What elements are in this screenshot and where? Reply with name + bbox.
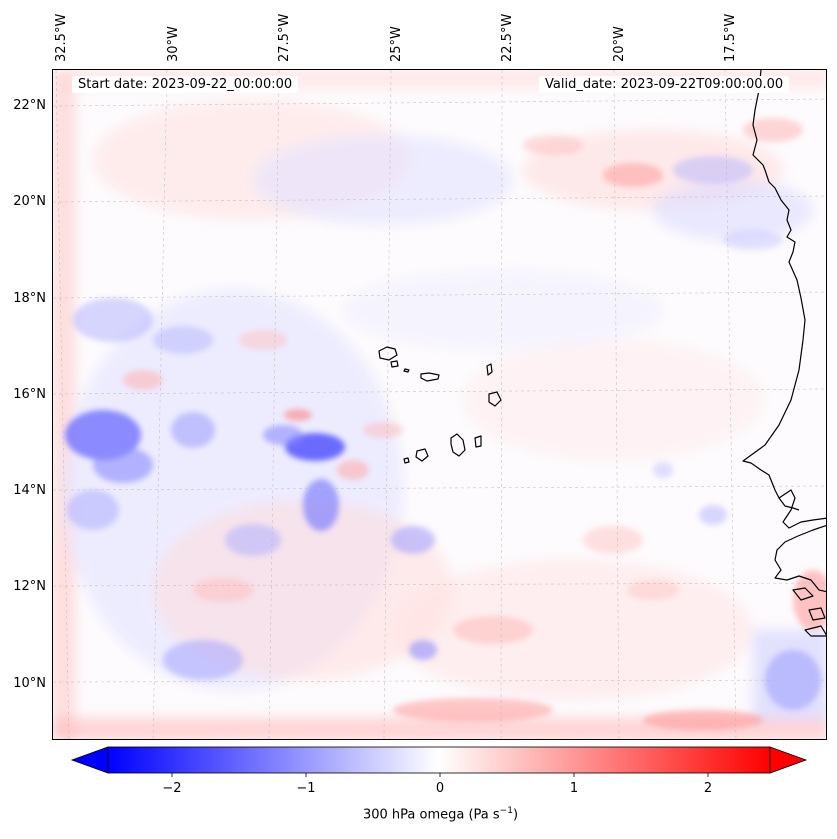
field-core-pos-1	[284, 409, 312, 421]
lat-label-12n: 12°N	[13, 579, 46, 594]
colorbar-tick-label-2: 2	[703, 781, 713, 796]
colorbar-tick-label-1: 1	[569, 781, 579, 796]
field-region-center-pos	[463, 340, 763, 460]
omega-field-details	[65, 118, 826, 730]
coastline-guinea-bissau	[774, 525, 826, 593]
graticule-10n	[53, 679, 826, 683]
colorbar-extend-max	[769, 746, 808, 774]
map-canvas	[53, 70, 826, 739]
colorbar-label-text: 300 hPa omega (Pa s	[362, 807, 500, 823]
lon-label-22-5w: 22.5°W	[500, 13, 515, 62]
field-core-neg-12	[67, 490, 119, 530]
field-core-neg-5	[303, 479, 339, 531]
graticule-17-5w	[724, 70, 737, 739]
field-core-pos-13	[239, 330, 287, 350]
island-sal	[486, 363, 493, 376]
field-core-pos-5	[453, 616, 533, 644]
island-boa-vista	[488, 391, 502, 407]
field-core-pos-4	[363, 422, 403, 438]
island-sao-vicente	[390, 360, 399, 368]
graticule-27-5w	[268, 70, 280, 739]
field-core-neg-14	[699, 505, 727, 525]
colorbar-tick-label-0: 0	[435, 781, 445, 796]
colorbar-tick-label-neg2: −2	[162, 781, 182, 796]
field-core-neg-6	[171, 412, 215, 448]
coastlines	[378, 70, 826, 637]
field-core-pos-14	[393, 698, 553, 722]
field-region-south-pos	[393, 560, 753, 700]
field-core-neg-8	[153, 326, 213, 354]
field-core-neg-2	[93, 447, 153, 483]
colorbar-ticks	[171, 773, 709, 777]
colorbar-label-suffix: )	[512, 807, 519, 823]
valid-date-box: Valid_date: 2023-09-22T09:00:00.00	[539, 76, 790, 93]
field-core-pos-7	[523, 135, 583, 155]
lon-label-27-5w: 27.5°W	[277, 13, 292, 62]
field-edge-bottom	[53, 718, 826, 739]
island-sao-nicolau	[420, 372, 440, 382]
field-core-pos-6	[603, 163, 663, 187]
field-core-neg-10	[163, 640, 243, 680]
lon-label-25w: 25°W	[389, 26, 404, 62]
start-date-box: Start date: 2023-09-22_00:00:00	[72, 76, 299, 93]
coastline-west-africa	[742, 70, 826, 529]
lon-label-32-5w: 32.5°W	[54, 13, 69, 62]
field-core-neg-15	[653, 462, 673, 478]
lat-label-14n: 14°N	[13, 483, 46, 498]
valid-date-text: Valid_date: 2023-09-22T09:00:00.00	[545, 77, 784, 92]
island-santo-antao	[378, 346, 398, 361]
lat-label-10n: 10°N	[13, 676, 46, 691]
colorbar-label-superscript: −1	[499, 806, 513, 816]
colorbar-gradient	[107, 746, 771, 774]
lat-label-16n: 16°N	[13, 387, 46, 402]
field-edge-left	[53, 70, 75, 739]
field-core-pos-10	[583, 526, 643, 554]
field-core-neg-18	[723, 230, 783, 250]
island-brava	[403, 457, 410, 464]
map-frame	[52, 69, 827, 740]
graticule-20w	[613, 70, 620, 739]
lon-label-30w: 30°W	[166, 26, 181, 62]
coastline-gambia-estuary	[778, 497, 800, 511]
graticule	[53, 70, 826, 739]
field-region-north-neg	[253, 135, 513, 225]
field-core-pos-9	[793, 570, 826, 630]
lat-label-22n: 22°N	[13, 98, 46, 113]
island-fogo	[415, 448, 429, 462]
field-core-neg-9	[391, 526, 435, 554]
colorbar-label: 300 hPa omega (Pa s−1)	[22, 806, 837, 822]
coastline-bijagos-1	[792, 587, 814, 601]
graticule-22-5w	[500, 70, 503, 739]
field-core-neg-4	[263, 425, 303, 445]
colorbar-extend-min	[70, 746, 109, 774]
field-core-neg-13	[409, 640, 437, 660]
start-date-text: Start date: 2023-09-22_00:00:00	[78, 77, 293, 92]
lon-label-20w: 20°W	[612, 26, 627, 62]
field-core-neg-11	[225, 524, 281, 556]
field-core-pos-8	[743, 118, 803, 142]
island-santiago	[450, 433, 466, 457]
graticule-32-5w	[55, 70, 70, 739]
colorbar-tick-label-neg1: −1	[296, 781, 316, 796]
coastline-bijagos-2	[808, 607, 826, 621]
field-core-neg-17	[673, 156, 753, 184]
lon-label-17-5w: 17.5°W	[723, 13, 738, 62]
field-core-pos-2	[123, 370, 163, 390]
graticule-30w	[152, 70, 168, 739]
field-core-pos-3	[337, 460, 369, 480]
field-region-center-neg	[343, 270, 663, 350]
island-maio	[474, 435, 482, 448]
field-core-neg-7	[73, 298, 153, 342]
island-santa-luzia	[403, 368, 410, 373]
field-core-pos-15	[643, 710, 763, 730]
coastline-bijagos-3	[804, 625, 826, 637]
field-core-pos-11	[627, 580, 679, 600]
field-core-pos-12	[193, 578, 253, 602]
field-region-northeast-neg	[653, 180, 813, 240]
graticule-25w	[383, 70, 392, 739]
lat-label-20n: 20°N	[13, 194, 46, 209]
lat-label-18n: 18°N	[13, 291, 46, 306]
graticule-22n	[53, 98, 826, 107]
